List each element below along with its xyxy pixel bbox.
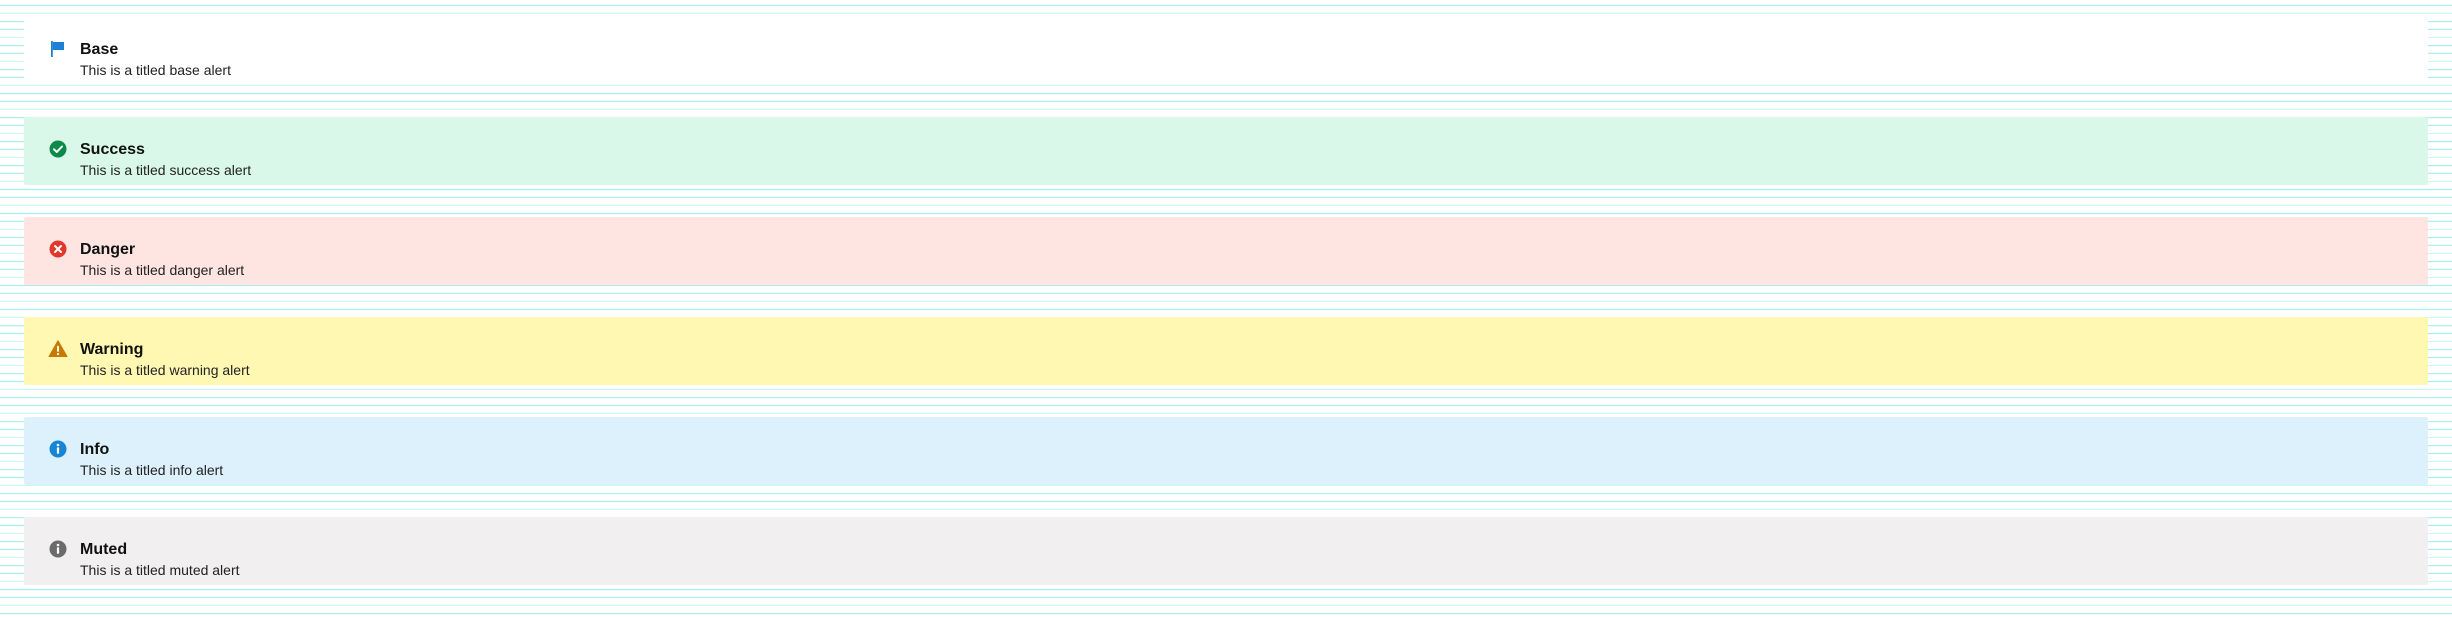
alert-message: This is a titled base alert xyxy=(80,62,231,78)
alert-title: Warning xyxy=(80,341,144,358)
flag-icon xyxy=(48,39,68,59)
alert-title: Info xyxy=(80,441,110,458)
x-circle-icon xyxy=(48,239,68,259)
alert-list: Base This is a titled base alert Success… xyxy=(24,17,2428,617)
alert-title: Muted xyxy=(80,541,128,558)
alert-message: This is a titled danger alert xyxy=(80,262,245,278)
alert-message: This is a titled warning alert xyxy=(80,362,250,378)
alert-danger: Danger This is a titled danger alert xyxy=(24,217,2428,285)
alert-title: Base xyxy=(80,41,119,58)
alert-base: Base This is a titled base alert xyxy=(24,17,2428,85)
warning-triangle-icon xyxy=(48,339,68,359)
alert-title: Danger xyxy=(80,241,136,258)
alert-warning: Warning This is a titled warning alert xyxy=(24,317,2428,385)
info-circle-icon xyxy=(48,539,68,559)
check-circle-icon xyxy=(48,139,68,159)
alert-message: This is a titled success alert xyxy=(80,162,252,178)
alert-info: Info This is a titled info alert xyxy=(24,417,2428,485)
alert-message: This is a titled muted alert xyxy=(80,562,240,578)
info-circle-icon xyxy=(48,439,68,459)
alert-success: Success This is a titled success alert xyxy=(24,117,2428,185)
alert-muted: Muted This is a titled muted alert xyxy=(24,517,2428,585)
alert-message: This is a titled info alert xyxy=(80,462,224,478)
alert-title: Success xyxy=(80,141,145,158)
